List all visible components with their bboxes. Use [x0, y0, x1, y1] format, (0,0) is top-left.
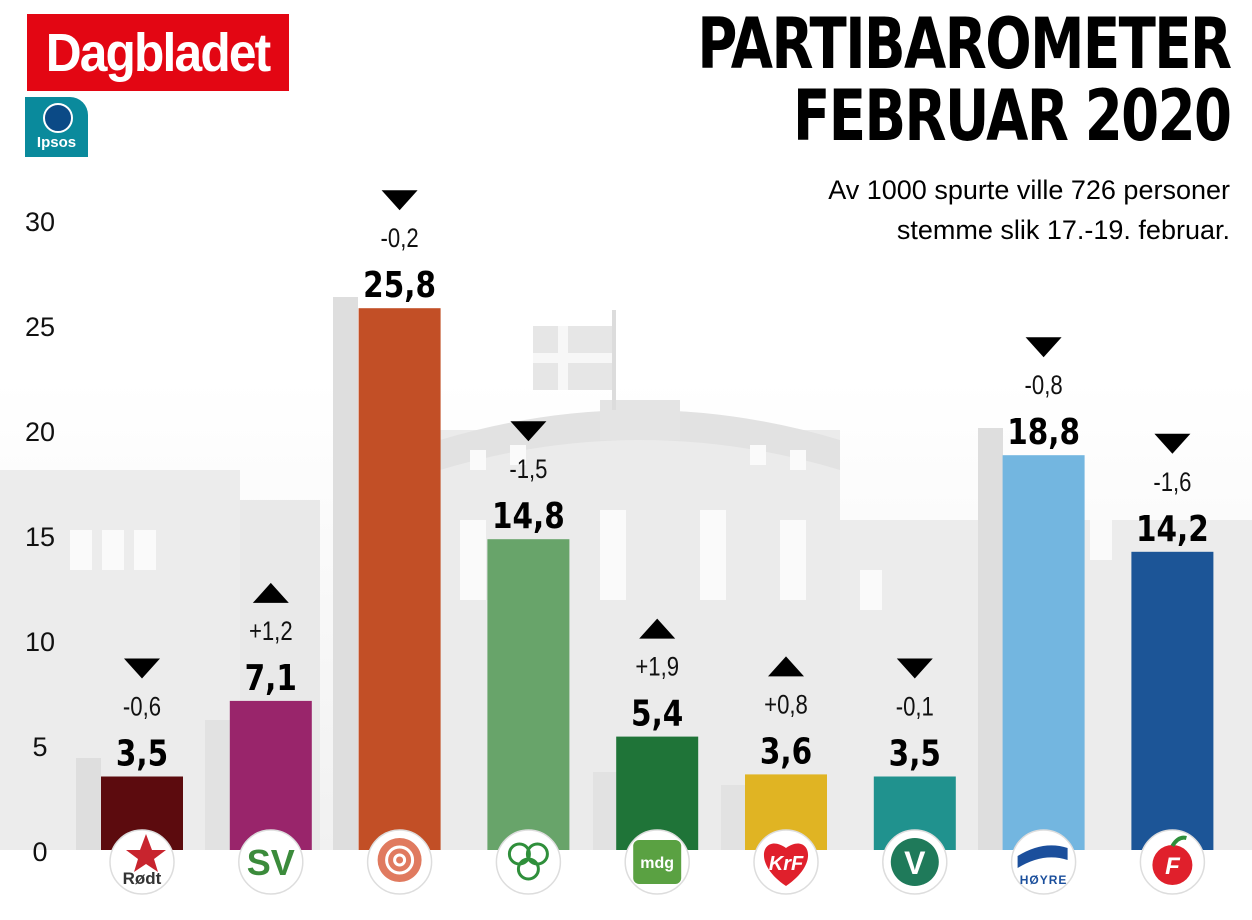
- party-logo: [495, 829, 562, 895]
- party-logo: [366, 829, 433, 895]
- party-logo-text: F: [1165, 853, 1181, 880]
- value-label: 3,5: [889, 732, 941, 775]
- value-label: 18,8: [1007, 410, 1080, 453]
- party-logo: SV: [238, 829, 304, 895]
- change-label: +1,9: [635, 653, 679, 683]
- heart-icon: [763, 843, 809, 886]
- down-arrow-icon: [510, 421, 547, 442]
- bar: [229, 700, 312, 850]
- down-arrow-icon: [1154, 433, 1191, 454]
- subtitle-line-2: stemme slik 17.-19. februar.: [896, 215, 1230, 245]
- party-logo: HØYRE: [1010, 829, 1077, 895]
- clover-icon: [516, 857, 540, 881]
- party-logo-text: SV: [247, 842, 295, 883]
- value-label: 5,4: [631, 692, 683, 735]
- pollster-name: Ipsos: [36, 134, 77, 151]
- y-tick-label: 0: [32, 837, 47, 867]
- logo-circle: [1010, 829, 1077, 895]
- down-arrow-icon: [381, 190, 418, 211]
- brand-name: Dagbladet: [46, 22, 271, 83]
- bar: [1002, 455, 1085, 850]
- party-logo: F: [1139, 829, 1206, 895]
- bar: [358, 308, 441, 850]
- party-logo-text: mdg: [640, 855, 674, 872]
- logo-circle: [495, 829, 562, 895]
- title-line-1: PARTIBAROMETER: [696, 3, 1232, 85]
- y-tick-label: 5: [32, 732, 47, 762]
- party-logo-text: Rødt: [123, 869, 162, 888]
- mdg-logo: [633, 840, 682, 884]
- bars: [101, 308, 1214, 850]
- change-label: -0,8: [1025, 371, 1063, 401]
- y-tick-label: 15: [25, 522, 55, 552]
- y-tick-label: 30: [25, 207, 55, 237]
- star-icon: [126, 834, 166, 872]
- change-label: -0,6: [123, 693, 161, 723]
- page-title: PARTIBAROMETER FEBRUAR 2020: [696, 3, 1232, 157]
- change-label: -1,6: [1153, 468, 1191, 498]
- rose-petal: [385, 845, 415, 875]
- party-logo-text: V: [904, 845, 926, 881]
- party-logo: V: [882, 829, 948, 895]
- party-logo-text: KrF: [769, 853, 804, 875]
- party-logo-text: HØYRE: [1020, 873, 1068, 887]
- rose-icon: [377, 838, 422, 882]
- subtitle: Av 1000 spurte ville 726 personer stemme…: [670, 170, 1230, 250]
- title-line-2: FEBRUAR 2020: [792, 75, 1232, 157]
- rose-petal: [393, 853, 407, 867]
- wave-flag-icon: [1017, 845, 1068, 868]
- party-logo: mdg: [624, 829, 690, 895]
- change-label: +0,8: [764, 690, 808, 720]
- party-logo: KrF: [753, 829, 819, 895]
- value-label: 25,8: [363, 263, 436, 306]
- logo-circle: [238, 829, 304, 895]
- apple-leaf: [1170, 835, 1187, 848]
- party-logo: Rødt: [109, 829, 175, 895]
- value-label: 14,8: [492, 494, 565, 537]
- party-logos: Rødt SV mdg KrF V HØYRE F: [109, 829, 1206, 895]
- y-tick-label: 25: [25, 312, 55, 342]
- change-label: +1,2: [249, 617, 293, 647]
- change-label: -0,1: [896, 693, 934, 723]
- value-label: 3,5: [116, 732, 168, 775]
- down-arrow-icon: [124, 658, 160, 679]
- change-label: -0,2: [381, 224, 419, 254]
- bar: [1131, 551, 1214, 850]
- y-tick-label: 20: [25, 417, 55, 447]
- value-label: 14,2: [1136, 507, 1209, 550]
- down-arrow-icon: [896, 658, 933, 679]
- bar-labels: 3,5 -0,6 7,1 +1,2 25,8 -0,2 14,8 -1,5 5,4 +1,9 3,6…: [116, 190, 1209, 774]
- v-letter-icon: [890, 838, 939, 886]
- bar: [487, 539, 570, 850]
- value-label: 7,1: [245, 656, 297, 699]
- up-arrow-icon: [768, 656, 804, 677]
- change-label: -1,5: [509, 455, 547, 485]
- apple-icon: [1152, 845, 1193, 885]
- ipsos-logo: Ipsos: [25, 97, 88, 157]
- up-arrow-icon: [639, 618, 676, 639]
- y-tick-label: 10: [25, 627, 55, 657]
- ipsos-head-icon: [43, 103, 73, 133]
- down-arrow-icon: [1025, 337, 1062, 358]
- subtitle-line-1: Av 1000 spurte ville 726 personer: [828, 175, 1230, 205]
- dagbladet-logo: Dagbladet: [27, 14, 289, 91]
- y-axis: 0 5 10 15 20 25 30: [25, 207, 55, 867]
- value-label: 3,6: [760, 729, 812, 772]
- up-arrow-icon: [252, 582, 289, 603]
